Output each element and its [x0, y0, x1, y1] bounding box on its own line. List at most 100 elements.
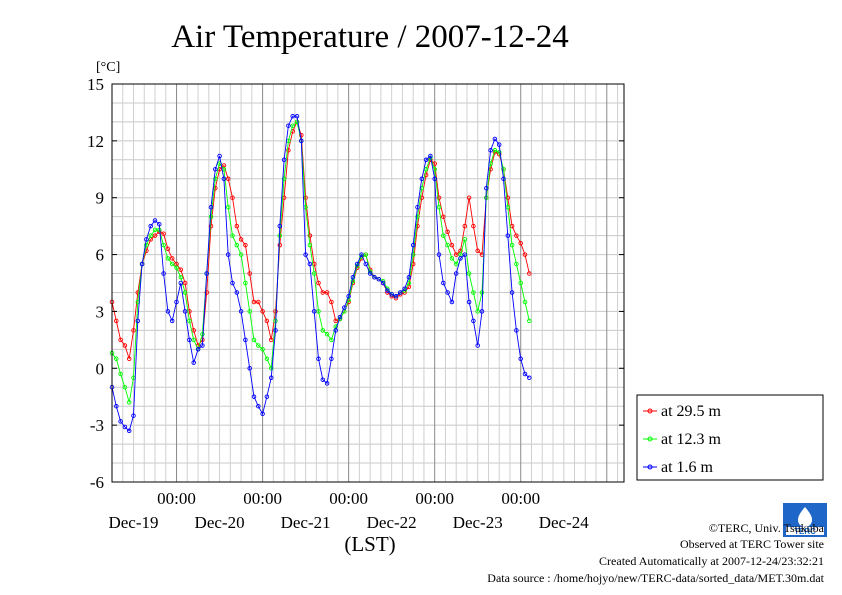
- data-point: [135, 318, 141, 324]
- data-point: [213, 167, 218, 172]
- data-point: [238, 237, 244, 242]
- data-point: [471, 290, 476, 295]
- data-point: [342, 305, 347, 310]
- data-point: [230, 233, 235, 238]
- terc-logo-icon: TERC: [783, 503, 827, 537]
- data-point: [260, 411, 265, 417]
- data-point: [402, 286, 407, 291]
- data-point: [337, 314, 343, 320]
- y-tick-label: -3: [90, 416, 104, 435]
- data-point: [118, 419, 123, 424]
- data-point: [389, 292, 394, 297]
- data-point: [230, 280, 235, 286]
- series-line: [111, 115, 530, 432]
- data-point: [479, 290, 485, 295]
- data-point: [475, 248, 480, 254]
- data-point: [152, 218, 158, 223]
- data-point: [514, 328, 519, 333]
- data-point: [169, 261, 175, 267]
- data-point: [169, 256, 175, 261]
- data-point: [126, 400, 132, 405]
- data-point: [501, 176, 506, 182]
- data-point: [187, 318, 192, 324]
- data-point: [243, 337, 248, 343]
- data-point: [251, 337, 257, 343]
- data-point: [204, 271, 209, 276]
- legend-label: at 12.3 m: [661, 431, 722, 448]
- x-time-tick-label: 00:00: [415, 489, 454, 508]
- data-point: [479, 309, 485, 314]
- data-point: [441, 214, 446, 219]
- data-point: [462, 223, 468, 229]
- plot-frame: [111, 83, 625, 483]
- data-point: [273, 328, 278, 333]
- data-point: [311, 271, 317, 276]
- data-point: [126, 356, 132, 362]
- data-point: [243, 242, 248, 248]
- data-point: [191, 360, 196, 365]
- data-point: [518, 356, 523, 362]
- legend: at 29.5 m at 12.3 m at 1.6 m: [636, 394, 824, 481]
- data-point: [256, 299, 261, 305]
- data-point: [286, 148, 291, 153]
- x-date-tick-label: Dec-24: [539, 513, 590, 532]
- data-point: [316, 356, 321, 362]
- data-point: [118, 337, 123, 343]
- data-point: [354, 261, 360, 267]
- data-point: [449, 256, 455, 261]
- x-time-tick-label: 00:00: [329, 489, 368, 508]
- data-point: [449, 299, 455, 305]
- legend-box: [636, 394, 824, 481]
- data-point: [187, 337, 192, 343]
- data-point: [441, 280, 446, 286]
- data-point: [178, 275, 184, 280]
- y-tick-label: 15: [87, 75, 104, 94]
- data-point: [114, 356, 119, 362]
- data-point: [316, 280, 321, 286]
- data-point: [329, 337, 334, 343]
- data-point: [114, 318, 119, 324]
- data-point: [234, 223, 240, 229]
- data-point: [492, 136, 498, 142]
- legend-marker: [647, 464, 653, 470]
- data-point: [320, 328, 326, 333]
- y-tick-label: 12: [87, 132, 104, 151]
- data-point: [462, 252, 468, 257]
- data-point: [268, 375, 274, 381]
- data-point: [320, 377, 326, 382]
- data-point: [307, 233, 313, 238]
- data-point: [178, 280, 184, 286]
- data-point: [118, 371, 123, 377]
- data-point: [238, 309, 244, 314]
- x-time-tick-label: 00:00: [243, 489, 282, 508]
- data-point: [182, 290, 188, 295]
- data-point: [247, 366, 252, 371]
- footer-source: Data source : /home/hojyo/new/TERC-data/…: [487, 571, 824, 585]
- data-point: [320, 290, 326, 295]
- data-point: [453, 271, 459, 276]
- data-point: [122, 384, 128, 390]
- data-point: [466, 195, 472, 200]
- data-point: [139, 261, 145, 267]
- data-point: [152, 233, 158, 238]
- data-point: [157, 221, 162, 227]
- data-point: [234, 242, 240, 248]
- series-layer: [109, 113, 532, 434]
- data-point: [527, 271, 532, 276]
- data-point: [522, 371, 528, 377]
- data-point: [522, 252, 528, 257]
- data-point: [144, 242, 149, 248]
- data-point: [208, 223, 214, 229]
- data-point: [161, 271, 166, 276]
- data-point: [251, 394, 257, 399]
- data-point: [324, 331, 330, 337]
- data-point: [294, 119, 300, 125]
- data-point: [260, 309, 265, 314]
- footer-copyright: ©TERC, Univ. Tsukuba: [708, 521, 824, 535]
- data-point: [256, 403, 261, 409]
- data-point: [415, 214, 420, 219]
- x-time-tick-label: 00:00: [157, 489, 196, 508]
- data-point: [501, 167, 506, 172]
- data-point: [152, 227, 158, 233]
- data-point: [496, 142, 502, 147]
